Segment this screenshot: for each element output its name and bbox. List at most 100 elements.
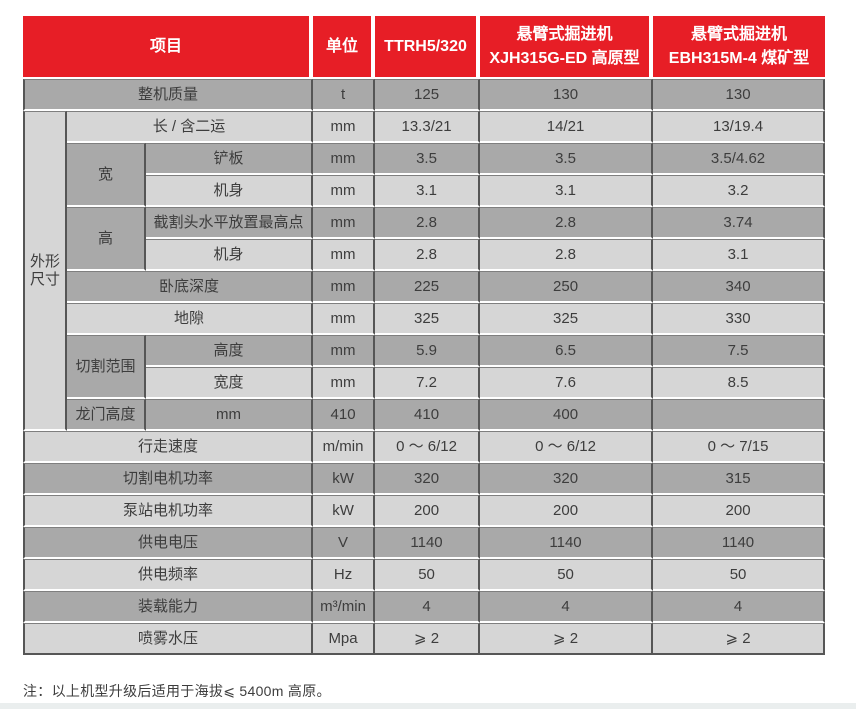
row-label: 卧底深度 bbox=[67, 271, 314, 303]
header-row: 项目 单位 TTRH5/320 悬臂式掘进机 XJH315G-ED 高原型 悬臂式掘进机… bbox=[23, 16, 826, 79]
value-cell: 340 bbox=[653, 271, 826, 303]
row-label: 行走速度 bbox=[23, 431, 314, 463]
row-label: 整机质量 bbox=[23, 79, 314, 111]
unit-cell: Mpa bbox=[313, 623, 376, 655]
value-cell: 50 bbox=[480, 559, 654, 591]
value-cell: 200 bbox=[375, 495, 481, 527]
group-label: 外形 尺寸 bbox=[23, 111, 67, 431]
value-cell: 410 bbox=[375, 399, 481, 431]
value-cell: 0 ～ 6/12 bbox=[375, 431, 481, 463]
value-cell: 3.1 bbox=[480, 175, 654, 207]
footnote: 注：以上机型升级后适用于海拔⩽ 5400m 高原。 bbox=[23, 683, 331, 699]
value-cell: 325 bbox=[375, 303, 481, 335]
value-cell: 13.3/21 bbox=[375, 111, 481, 143]
value-cell: 125 bbox=[375, 79, 481, 111]
value-cell: 410 bbox=[313, 399, 376, 431]
table-row: 行走速度 m/min 0 ～ 6/12 0 ～ 6/12 0 ～ 7/15 bbox=[23, 431, 826, 463]
unit-cell: mm bbox=[313, 367, 376, 399]
value-cell: 3.5/4.62 bbox=[653, 143, 826, 175]
table-row: 机身 mm 3.1 3.1 3.2 bbox=[23, 175, 826, 207]
table-row: 机身 mm 2.8 2.8 3.1 bbox=[23, 239, 826, 271]
unit-cell: mm bbox=[313, 143, 376, 175]
unit-cell: mm bbox=[313, 111, 376, 143]
table-row: 喷雾水压 Mpa ⩾ 2 ⩾ 2 ⩾ 2 bbox=[23, 623, 826, 655]
value-cell: 2.8 bbox=[375, 207, 481, 239]
unit-cell: mm bbox=[313, 271, 376, 303]
value-cell: 3.1 bbox=[375, 175, 481, 207]
table-row: 高截割头水平放置最高点 mm 2.8 2.8 3.74 bbox=[23, 207, 826, 271]
table-row: 切割电机功率 kW 320 320 315 bbox=[23, 463, 826, 495]
value-cell: 3.5 bbox=[375, 143, 481, 175]
unit-cell: kW bbox=[313, 495, 376, 527]
value-cell: 130 bbox=[653, 79, 826, 111]
value-cell: 2.8 bbox=[480, 207, 654, 239]
value-cell: 4 bbox=[653, 591, 826, 623]
value-cell: 250 bbox=[480, 271, 654, 303]
page-bottom-divider bbox=[0, 703, 856, 709]
value-cell: 1140 bbox=[653, 527, 826, 559]
row-label: 高度 bbox=[146, 335, 314, 367]
unit-cell: V bbox=[313, 527, 376, 559]
value-cell: 1140 bbox=[480, 527, 654, 559]
value-cell: 3.74 bbox=[653, 207, 826, 239]
value-cell: 14/21 bbox=[480, 111, 654, 143]
column-header: 单位 bbox=[313, 16, 376, 79]
column-header: 项目 bbox=[23, 16, 314, 79]
spec-table: 项目 单位 TTRH5/320 悬臂式掘进机 XJH315G-ED 高原型 悬臂式掘进机… bbox=[23, 16, 826, 655]
row-label: 铲板 bbox=[146, 143, 314, 175]
value-cell: 7.5 bbox=[653, 335, 826, 367]
unit-cell: mm bbox=[313, 239, 376, 271]
unit-cell: t bbox=[313, 79, 376, 111]
value-cell: ⩾ 2 bbox=[480, 623, 654, 655]
table-row: 供电电压 V 1140 1140 1140 bbox=[23, 527, 826, 559]
row-label: 长 / 含二运 bbox=[67, 111, 314, 143]
value-cell: 1140 bbox=[375, 527, 481, 559]
row-label: 机身 bbox=[146, 175, 314, 207]
value-cell: 320 bbox=[480, 463, 654, 495]
value-cell: 400 bbox=[480, 399, 654, 431]
row-label: 宽度 bbox=[146, 367, 314, 399]
value-cell: 325 bbox=[480, 303, 654, 335]
unit-cell: mm bbox=[313, 175, 376, 207]
value-cell: 200 bbox=[480, 495, 654, 527]
value-cell: 50 bbox=[375, 559, 481, 591]
table-row: 地隙 mm 325 325 330 bbox=[23, 303, 826, 335]
row-label: 地隙 bbox=[67, 303, 314, 335]
table-row: 宽度 mm 7.2 7.6 8.5 bbox=[23, 367, 826, 399]
table-row: 装载能力 m³/min 4 4 4 bbox=[23, 591, 826, 623]
unit-cell: kW bbox=[313, 463, 376, 495]
unit-cell: mm bbox=[313, 303, 376, 335]
value-cell: 225 bbox=[375, 271, 481, 303]
value-cell: 2.8 bbox=[480, 239, 654, 271]
value-cell bbox=[653, 399, 826, 431]
table-header: 项目 单位 TTRH5/320 悬臂式掘进机 XJH315G-ED 高原型 悬臂式掘进机… bbox=[23, 16, 826, 79]
value-cell: 0 ～ 6/12 bbox=[480, 431, 654, 463]
value-cell: ⩾ 2 bbox=[653, 623, 826, 655]
row-label: 泵站电机功率 bbox=[23, 495, 314, 527]
value-cell: 4 bbox=[375, 591, 481, 623]
value-cell: 8.5 bbox=[653, 367, 826, 399]
value-cell: 6.5 bbox=[480, 335, 654, 367]
value-cell: 3.5 bbox=[480, 143, 654, 175]
unit-cell: mm bbox=[313, 335, 376, 367]
table-row: 供电频率 Hz 50 50 50 bbox=[23, 559, 826, 591]
table-row: 切割范围 高度 mm 5.9 6.5 7.5 bbox=[23, 335, 826, 399]
row-label: 龙门高度 bbox=[67, 399, 146, 431]
table-row: 泵站电机功率 kW 200 200 200 bbox=[23, 495, 826, 527]
row-label: 切割电机功率 bbox=[23, 463, 314, 495]
column-header: 悬臂式掘进机 EBH315M-4 煤矿型 bbox=[653, 16, 826, 79]
row-label: 喷雾水压 bbox=[23, 623, 314, 655]
value-cell: 3.1 bbox=[653, 239, 826, 271]
value-cell: 4 bbox=[480, 591, 654, 623]
row-label: 供电电压 bbox=[23, 527, 314, 559]
unit-cell: m/min bbox=[313, 431, 376, 463]
group-label: 宽 bbox=[67, 143, 146, 207]
column-header: TTRH5/320 bbox=[375, 16, 481, 79]
table-body: 整机质量 t 125 130 130 外形 尺寸长 / 含二运 mm 13.3/21 14/21… bbox=[23, 79, 826, 655]
unit-cell: Hz bbox=[313, 559, 376, 591]
column-header: 悬臂式掘进机 XJH315G-ED 高原型 bbox=[480, 16, 654, 79]
value-cell: 50 bbox=[653, 559, 826, 591]
unit-cell: mm bbox=[313, 207, 376, 239]
table-row: 整机质量 t 125 130 130 bbox=[23, 79, 826, 111]
unit-cell: m³/min bbox=[313, 591, 376, 623]
